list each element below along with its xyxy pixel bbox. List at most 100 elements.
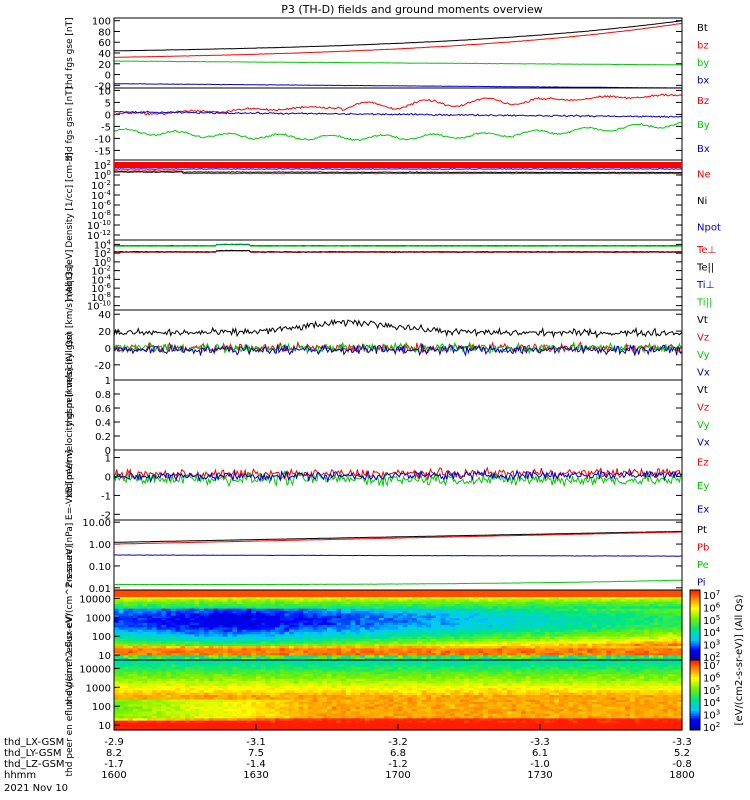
spectrogram-cell: [274, 655, 281, 659]
spectrogram-cell: [511, 639, 517, 642]
spectrogram-cell: [246, 622, 252, 626]
spectrogram-cell: [478, 604, 484, 607]
spectrogram-cell: [663, 604, 669, 607]
spectrogram-cell: [606, 636, 612, 640]
spectrogram-cell: [383, 592, 390, 596]
spectrogram-cell: [227, 627, 233, 631]
spectrogram-cell: [128, 608, 134, 612]
spectrogram-cell: [502, 606, 508, 610]
spectrogram-cell: [132, 643, 139, 647]
spectrogram-cell: [426, 641, 432, 645]
spectrogram-cell: [568, 632, 574, 635]
spectrogram-cell: [284, 720, 290, 724]
spectrogram-cell: [374, 641, 380, 645]
spectrogram-cell: [611, 594, 617, 598]
spectrogram-cell: [118, 592, 125, 596]
spectrogram-cell: [293, 620, 300, 624]
spectrogram-cell: [440, 622, 446, 626]
spectrogram-cell: [355, 618, 361, 621]
spectrogram-cell: [549, 629, 555, 633]
spectrogram-cell: [611, 636, 617, 640]
spectrogram-cell: [360, 601, 366, 605]
spectrogram-cell: [114, 713, 120, 717]
spectrogram-cell: [123, 709, 129, 712]
spectrogram-cell: [663, 622, 669, 626]
spectrogram-cell: [189, 662, 196, 666]
spectrogram-cell: [137, 699, 143, 703]
spectrogram-cell: [521, 627, 527, 631]
spectrogram-cell: [256, 704, 262, 708]
spectrogram-cell: [256, 674, 262, 677]
spectrogram-cell: [341, 599, 347, 603]
spectrogram-cell: [114, 604, 120, 607]
spectrogram-cell: [114, 601, 120, 605]
spectrogram-cell: [166, 669, 172, 673]
spectrogram-cell: [270, 669, 276, 673]
spectrogram-cell: [246, 706, 252, 710]
spectrogram-cell: [615, 618, 622, 621]
spectrogram-cell: [293, 667, 300, 670]
spectrogram-cell: [265, 625, 271, 628]
spectrogram-cell: [658, 653, 664, 656]
spectrogram-cell: [218, 671, 224, 675]
spectrogram-cell: [161, 604, 167, 607]
spectrogram-cell: [672, 597, 678, 600]
spectrogram-cell: [189, 601, 196, 605]
spectrogram-cell: [213, 669, 219, 673]
spectrogram-cell: [189, 685, 196, 689]
spectrogram-cell: [161, 660, 167, 663]
spectrogram-cell: [251, 641, 257, 645]
spectrogram-cell: [274, 706, 281, 710]
spectrogram-cell: [369, 636, 375, 640]
spectrogram-cell: [303, 611, 309, 614]
spectrogram-cell: [232, 720, 238, 724]
spectrogram-cell: [222, 615, 229, 619]
spectrogram-cell: [203, 674, 210, 677]
spectrogram-cell: [156, 667, 162, 670]
spectrogram-cell: [132, 625, 139, 628]
spectrogram-cell: [331, 643, 338, 647]
spectrogram-cell: [185, 639, 191, 642]
spectrogram-cell: [341, 639, 347, 642]
spectrogram-cell: [506, 648, 513, 652]
spectrogram-cell: [303, 653, 309, 656]
spectrogram-cell: [185, 636, 191, 640]
spectrogram-cell: [118, 615, 125, 619]
spectrogram-cell: [563, 632, 569, 635]
spectrogram-cell: [421, 594, 427, 598]
spectrogram-cell: [653, 632, 659, 635]
spectrogram-cell: [232, 704, 238, 708]
spectrogram-cell: [322, 641, 328, 645]
spectrogram-cell: [128, 643, 134, 647]
spectrogram-cell: [227, 615, 233, 619]
spectrogram-cell: [175, 697, 181, 701]
spectrogram-cell: [279, 594, 285, 598]
spectrogram-cell: [293, 604, 300, 607]
spectrogram-cell: [587, 639, 593, 642]
spectrogram-cell: [142, 727, 148, 731]
spectrogram-cell: [416, 611, 423, 614]
spectrogram-cell: [303, 655, 309, 659]
spectrogram-cell: [222, 608, 229, 612]
spectrogram-cell: [483, 648, 489, 652]
y-tick-label: 10-8: [91, 291, 111, 304]
spectrogram-cell: [241, 601, 248, 605]
spectrogram-cell: [568, 597, 574, 600]
spectrogram-cell: [246, 632, 252, 635]
spectrogram-cell: [246, 718, 252, 722]
spectrogram-cell: [421, 627, 427, 631]
spectrogram-cell: [260, 627, 267, 631]
spectrogram-cell: [161, 690, 167, 694]
spectrogram-cell: [213, 683, 219, 687]
spectrogram-cell: [123, 627, 129, 631]
spectrogram-cell: [473, 611, 480, 614]
spectrogram-cell: [398, 641, 404, 645]
spectrogram-cell: [279, 718, 285, 722]
spectrogram-cell: [369, 622, 375, 626]
spectrogram-cell: [606, 622, 612, 626]
spectrogram-cell: [345, 650, 352, 654]
spectrogram-cell: [180, 608, 186, 612]
spectrogram-cell: [137, 713, 143, 717]
spectrogram-cell: [653, 622, 659, 626]
spectrogram-cell: [303, 622, 309, 626]
